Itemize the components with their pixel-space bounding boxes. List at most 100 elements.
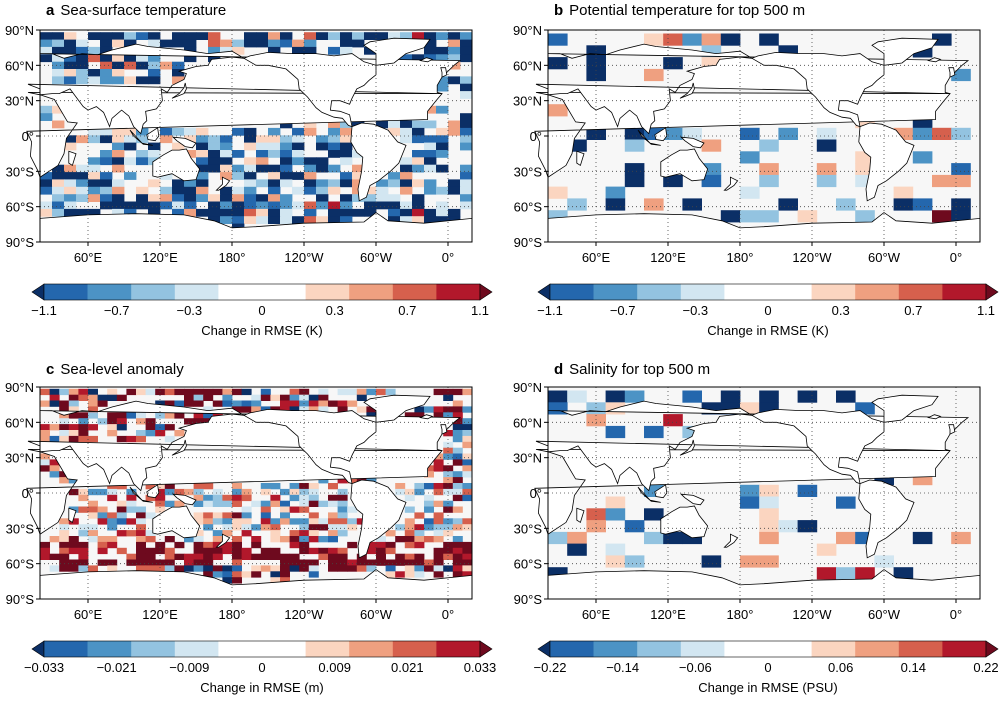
heatmap-cell [778,520,798,533]
colorbar-extend-high [985,640,999,658]
heatmap-cell [855,567,875,580]
heatmap-cell [462,559,473,566]
colorbar [537,640,999,658]
heatmap-cell [68,400,79,407]
heatmap-cell [356,406,367,413]
y-tick-label: 90°S [6,235,35,250]
colorbar-segment [724,641,769,657]
heatmap-cell [107,512,118,519]
heatmap-cell [68,488,79,496]
heatmap-cell [107,412,118,419]
heatmap-cell [376,32,389,40]
heatmap-cell [452,406,463,413]
heatmap-cell [366,388,377,396]
heatmap-cell [78,565,89,572]
colorbar-segment [349,284,394,300]
heatmap-cell [443,553,454,560]
heatmap-cell [624,520,645,533]
heatmap-cell [97,394,108,401]
heatmap-cell [155,541,166,549]
heatmap-cell [64,69,77,77]
heatmap-cell [172,194,185,202]
heatmap-cell [112,32,125,40]
heatmap-cell [424,500,434,507]
heatmap-cell [337,494,348,502]
heatmap-cell [400,216,413,224]
heatmap-cell [462,571,473,578]
heatmap-cell [270,524,281,531]
heatmap-cell [116,435,127,443]
heatmap-cell [268,142,281,151]
heatmap-cell [64,194,77,202]
heatmap-cell [356,565,367,572]
heatmap-cell [268,135,281,144]
heatmap-cell [388,208,401,217]
heatmap-cell [452,571,463,578]
heatmap-cell [414,530,425,537]
y-tick-label: 30°N [513,451,542,466]
heatmap-cell [88,565,98,572]
heatmap-cell [289,494,300,502]
heatmap-cell [460,142,473,151]
heatmap-cell [663,33,683,46]
heatmap-cell [64,172,77,180]
heatmap-cell [433,500,444,507]
heatmap-cell [414,412,425,419]
heatmap-cell [241,518,252,525]
heatmap-cell [68,412,79,419]
heatmap-cell [836,198,856,211]
heatmap-cell [424,46,437,55]
heatmap-cell [452,553,463,560]
heatmap-cell [414,483,425,490]
heatmap-cell [460,54,473,63]
heatmap-cell [436,216,449,224]
heatmap-cell [462,524,473,531]
heatmap-cell [567,198,587,211]
heatmap-cell [112,201,125,210]
heatmap-cell [68,435,79,443]
heatmap-cell [460,201,473,210]
heatmap-cell [624,163,645,176]
heatmap-cell [40,39,53,48]
colorbar-label: Change in RMSE (K) [201,323,322,338]
heatmap-cell [208,142,221,151]
heatmap-cell [136,541,146,549]
heatmap-cell [64,135,77,144]
heatmap-cell [40,32,53,40]
heatmap-cell [385,541,396,549]
coastline [576,150,585,167]
heatmap-cell [59,430,70,437]
colorbar-tick-label: 0.7 [904,303,922,318]
coastline [129,129,153,146]
heatmap-cell [97,536,108,543]
heatmap-cell [193,536,204,543]
heatmap-cell [88,488,98,496]
heatmap-cell [174,553,185,560]
heatmap-cell [292,46,305,55]
coastline [215,533,231,548]
heatmap-cell [347,559,358,566]
colorbar-tick-label: 0.7 [398,303,416,318]
heatmap-cell [40,435,50,443]
heatmap-cell [433,559,444,566]
heatmap-cell [232,500,242,507]
heatmap-cell [164,388,175,396]
heatmap-cell [155,488,166,496]
colorbar-tick-label: −0.3 [176,303,202,318]
heatmap-cell [400,120,413,129]
heatmap-cell [76,69,89,77]
heatmap-cell [88,412,98,419]
x-tick-label: 0° [442,607,454,622]
coastline [171,82,187,99]
heatmap-cell [155,559,166,566]
heatmap-cell [124,172,137,180]
heatmap-cell [548,33,568,46]
heatmap-cell [174,388,185,396]
heatmap-cell [203,518,214,525]
heatmap-cell [124,61,137,70]
heatmap-cell [112,157,125,166]
heatmap-cell [52,69,65,77]
heatmap-cell [462,547,473,555]
colorbar-segment [44,641,88,657]
heatmap-cell [184,418,194,425]
